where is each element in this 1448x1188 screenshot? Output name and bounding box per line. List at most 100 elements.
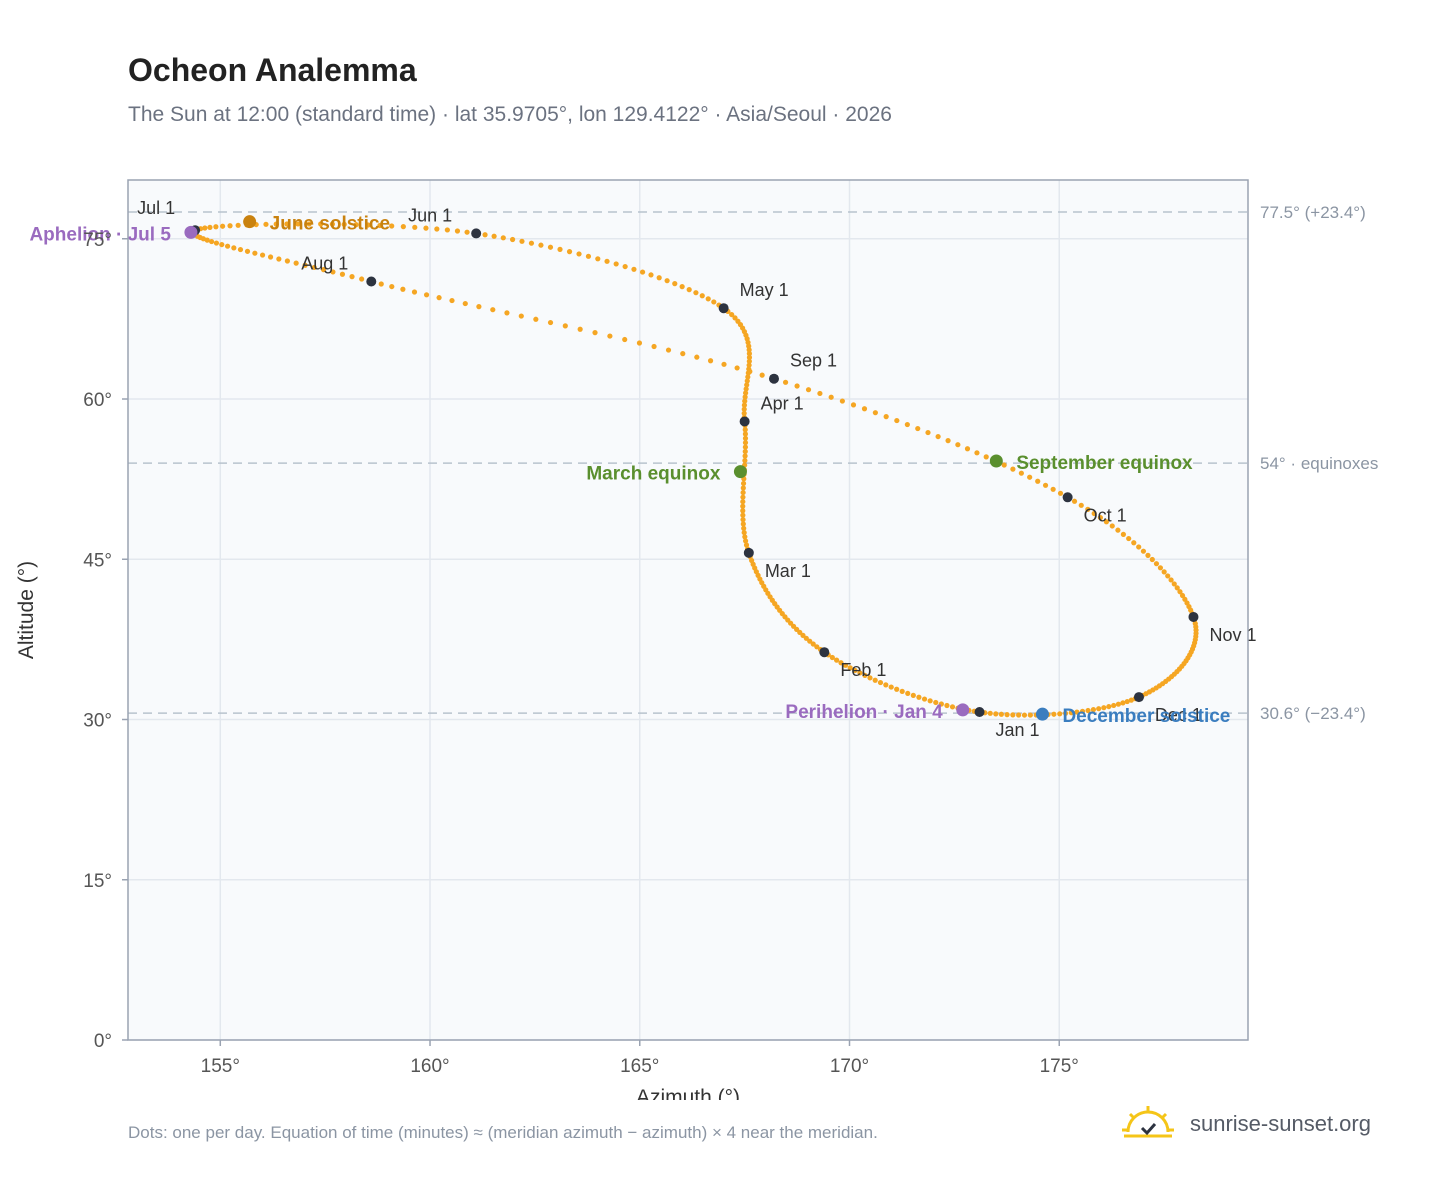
event-marker <box>956 703 970 717</box>
day-dot <box>672 281 678 287</box>
day-dot <box>207 224 213 230</box>
day-dot <box>267 254 274 260</box>
day-dot <box>694 354 700 360</box>
reference-line-label: 77.5° (+23.4°) <box>1260 203 1366 222</box>
day-dot <box>276 256 282 262</box>
day-dot <box>622 336 628 343</box>
day-dot <box>377 222 383 229</box>
day-dot <box>857 670 863 676</box>
day-dot <box>740 494 746 500</box>
day-dot <box>852 667 858 674</box>
day-dot <box>231 245 237 251</box>
day-dot <box>293 260 299 266</box>
day-dot <box>872 410 878 416</box>
day-dot <box>341 221 347 227</box>
day-dot <box>518 313 524 319</box>
day-dot <box>284 258 290 264</box>
day-dot <box>744 378 750 384</box>
month-label: Jul 1 <box>137 198 175 218</box>
day-dot <box>899 688 905 694</box>
markers <box>184 215 1199 721</box>
day-dot <box>742 457 748 464</box>
day-dot <box>1035 478 1041 484</box>
day-dot <box>665 347 672 353</box>
month-marker <box>471 228 482 239</box>
day-dot <box>1074 709 1080 715</box>
day-dot <box>1079 708 1086 714</box>
day-dot <box>742 444 749 450</box>
day-dot <box>263 221 269 227</box>
day-dot <box>1010 466 1016 472</box>
day-dot <box>202 225 208 231</box>
day-dot <box>423 225 429 231</box>
analemma-chart: 77.5° (+23.4°) 54° · equinoxes 30.6° (−23.… <box>15 179 1378 1100</box>
day-dot <box>838 660 844 666</box>
day-dot <box>829 654 835 661</box>
day-dot <box>861 406 868 412</box>
day-dot <box>400 286 406 292</box>
day-dot <box>656 275 662 281</box>
event-marker <box>184 225 198 239</box>
day-dot <box>1027 712 1033 718</box>
day-dot <box>1071 498 1078 504</box>
day-dot <box>449 297 455 304</box>
day-dot <box>705 296 711 302</box>
month-marker <box>1062 492 1073 503</box>
day-dot <box>533 316 539 322</box>
day-dot <box>547 244 554 250</box>
day-dot <box>509 236 516 243</box>
day-dot <box>741 402 748 408</box>
day-dot <box>740 480 747 487</box>
day-dot <box>1126 535 1132 542</box>
day-dot <box>828 394 834 400</box>
day-dot <box>740 512 746 518</box>
day-dot <box>741 406 747 412</box>
day-dot <box>839 398 845 404</box>
month-label: Aug 1 <box>301 253 348 273</box>
day-dot <box>389 283 395 290</box>
day-dot <box>742 448 748 455</box>
event-label: March equinox <box>586 464 721 485</box>
month-label: Jun 1 <box>408 205 452 225</box>
day-dot <box>686 287 692 293</box>
day-dot <box>1179 592 1186 599</box>
day-dot <box>528 240 535 246</box>
day-dot <box>1153 561 1160 567</box>
day-dot <box>538 242 544 248</box>
day-dot <box>585 253 592 259</box>
day-dot <box>872 677 878 683</box>
day-dot <box>742 538 749 544</box>
day-dot <box>636 340 643 346</box>
event-label: June solstice <box>270 214 390 235</box>
day-dot <box>622 263 628 270</box>
day-dot <box>915 425 921 432</box>
brand[interactable]: sunrise-sunset.org <box>1120 1104 1371 1144</box>
day-dot <box>378 281 384 287</box>
day-dot <box>933 699 939 706</box>
day-dot <box>1016 712 1022 718</box>
day-dot <box>213 240 220 246</box>
day-dot <box>1062 710 1069 716</box>
day-dot <box>436 295 442 301</box>
day-dot <box>577 326 583 332</box>
day-dot <box>1165 573 1171 579</box>
day-dot <box>782 379 789 385</box>
day-dot <box>1111 702 1117 709</box>
day-dot <box>817 390 823 397</box>
day-dot <box>284 221 290 227</box>
day-dot <box>302 262 308 268</box>
day-dot <box>699 293 705 299</box>
day-dot <box>204 237 210 243</box>
day-dot <box>490 307 496 313</box>
day-dot <box>679 284 685 290</box>
day-dot <box>566 249 573 255</box>
event-marker <box>1035 707 1049 721</box>
day-dot <box>1120 700 1126 706</box>
day-dot <box>867 675 873 681</box>
page-subtitle: The Sun at 12:00 (standard time) · lat 3… <box>128 103 892 126</box>
x-tick-label: 170° <box>830 1056 869 1077</box>
month-label: May 1 <box>740 280 789 300</box>
x-tick-label: 175° <box>1040 1056 1079 1077</box>
day-dot <box>306 221 312 227</box>
reference-line-label: 30.6° (−23.4°) <box>1260 704 1366 723</box>
